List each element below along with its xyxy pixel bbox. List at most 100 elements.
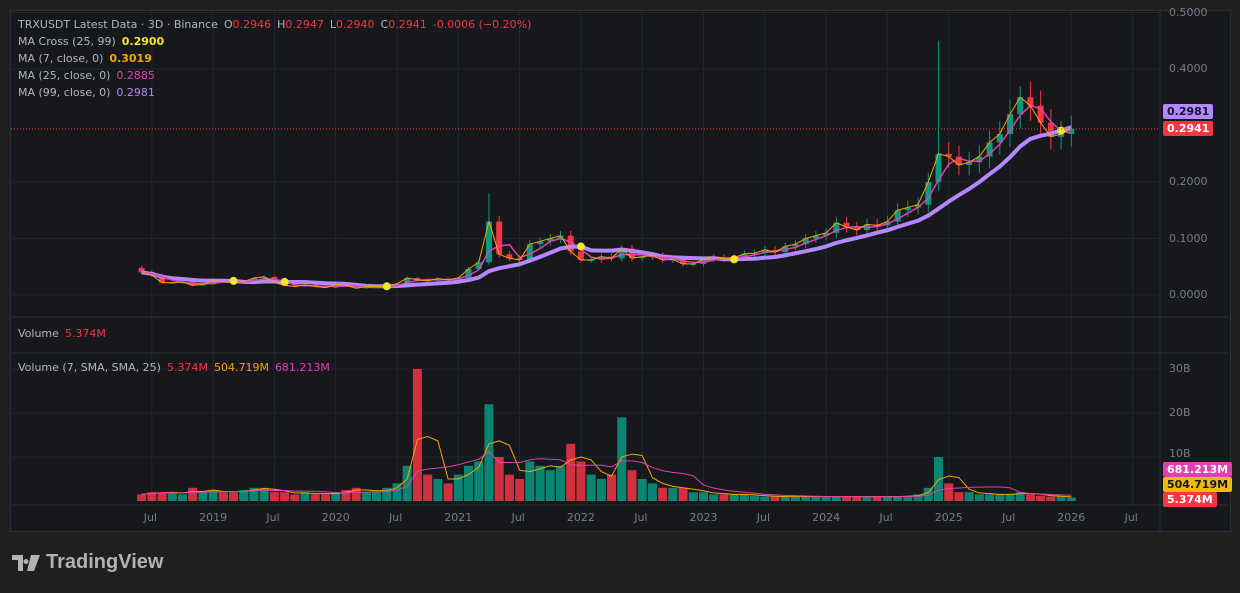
volume-bar <box>852 496 862 501</box>
volume-bar <box>576 461 586 501</box>
volume-bar <box>964 492 974 501</box>
volume-bar <box>821 496 831 501</box>
candle <box>608 256 615 259</box>
volume-legend[interactable]: Volume 5.374M <box>18 327 106 340</box>
symbol-legend: TRXUSDT Latest Data · 3D · Binance O0.294… <box>18 18 532 31</box>
candle <box>567 235 574 252</box>
close-value: 0.2941 <box>388 18 427 31</box>
volume-bar <box>893 496 903 501</box>
candle <box>424 279 431 281</box>
volume-bar <box>954 492 964 501</box>
volume-bar <box>392 483 402 501</box>
volume-bar <box>515 479 525 501</box>
candle <box>475 262 482 270</box>
candle <box>792 244 799 247</box>
volume-bar <box>177 494 187 501</box>
volume-bar <box>382 487 392 501</box>
volume-bar <box>433 479 443 501</box>
volume-bar <box>811 496 821 501</box>
volume-bar <box>750 495 760 501</box>
volume-bar <box>831 496 841 501</box>
volume-bar <box>280 492 290 501</box>
indicator-ma25[interactable]: MA (25, close, 0) 0.2885 <box>18 69 155 82</box>
ma-cross-marker <box>280 277 289 286</box>
candle <box>833 222 840 233</box>
volume-sma-legend[interactable]: Volume (7, SMA, SMA, 25) 5.374M 504.719M 68… <box>18 361 330 374</box>
ma99-price-tag: 0.2981 <box>1163 104 1214 119</box>
volume-bar <box>637 479 647 501</box>
volume-bar <box>596 479 606 501</box>
volume-bar <box>586 474 596 501</box>
volume-bar <box>300 492 310 501</box>
candle <box>1058 133 1065 137</box>
candle <box>935 153 942 182</box>
volume-bar <box>709 494 719 501</box>
low-value: 0.2940 <box>336 18 375 31</box>
indicator-ma-cross[interactable]: MA Cross (25, 99) 0.2900 <box>18 35 165 48</box>
candle <box>577 251 584 260</box>
ma-cross-marker <box>229 276 238 285</box>
volume-bar <box>412 369 422 501</box>
volume-bar <box>504 474 514 501</box>
candle <box>526 244 533 260</box>
candle <box>1047 122 1054 137</box>
candle <box>853 227 860 231</box>
volume-bar <box>147 492 157 501</box>
volume-bar <box>259 487 269 501</box>
candle <box>996 133 1003 143</box>
candle <box>904 207 911 211</box>
candle <box>1037 105 1044 123</box>
volume-bar <box>933 457 943 501</box>
candle <box>404 278 411 284</box>
candle <box>741 253 748 258</box>
time-tick-label: Jul <box>266 511 280 524</box>
volume-bar <box>208 490 218 501</box>
price-tick-label: 0.5000 <box>1169 5 1208 19</box>
candle <box>628 248 635 259</box>
volume-tick-label: 30B <box>1169 362 1191 375</box>
volume-bar <box>229 492 239 501</box>
candle <box>812 235 819 239</box>
time-tick-label: 2023 <box>689 511 718 524</box>
time-tick-label: Jul <box>756 511 771 524</box>
volume-bar <box>688 492 698 501</box>
price-tick-label: 0.2000 <box>1169 175 1208 188</box>
time-tick-label: 2025 <box>934 511 963 524</box>
volume-bar <box>555 465 565 501</box>
volume-bar <box>474 461 484 501</box>
volume-bar <box>218 492 228 501</box>
vol-sma25-tag: 681.213M <box>1163 462 1233 477</box>
candle <box>894 210 901 222</box>
candle <box>199 284 206 286</box>
tradingview-logo[interactable]: TradingView <box>12 551 163 574</box>
candle <box>547 238 554 242</box>
volume-bar <box>137 494 147 501</box>
volume-bar <box>249 487 259 501</box>
volume-bar <box>903 495 913 501</box>
volume-sma25-line <box>141 451 1072 498</box>
volume-tick-label: 10B <box>1169 447 1191 460</box>
volume-bar <box>1046 496 1056 501</box>
candle <box>1007 114 1014 134</box>
volume-bar <box>913 494 923 501</box>
volume-bar <box>443 483 453 501</box>
volume-bar <box>525 461 535 501</box>
volume-bar <box>719 494 729 501</box>
candle <box>843 222 850 228</box>
volume-bar <box>464 465 474 501</box>
time-tick-label: Jul <box>634 511 648 524</box>
volume-bar <box>535 465 545 501</box>
candle <box>802 238 809 245</box>
volume-bar <box>545 470 555 501</box>
volume-bar <box>944 483 954 501</box>
ma-cross-marker <box>382 282 391 291</box>
candle <box>1017 97 1024 115</box>
time-tick-label: Jul <box>879 511 893 524</box>
time-tick-label: Jul <box>389 511 403 524</box>
ma7-line <box>141 96 1072 289</box>
candle <box>976 156 983 163</box>
time-tick-label: 2024 <box>812 511 841 524</box>
indicator-ma7[interactable]: MA (7, close, 0) 0.3019 <box>18 52 152 65</box>
indicator-ma99[interactable]: MA (99, close, 0) 0.2981 <box>18 86 155 99</box>
